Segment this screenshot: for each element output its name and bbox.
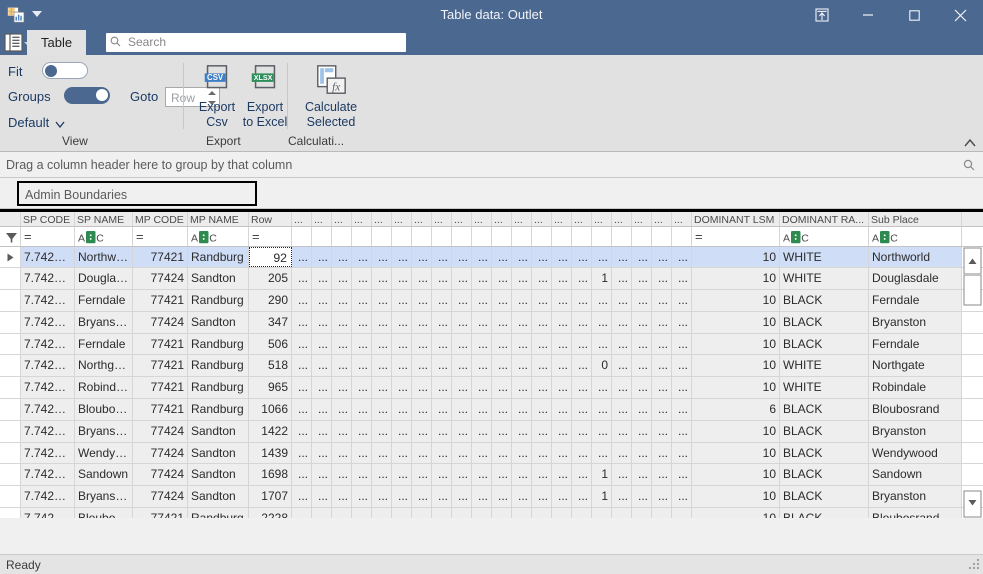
svg-text:C: C [96,232,104,244]
svg-text:XLSX: XLSX [254,74,273,82]
svg-text:A: A [78,232,85,244]
svg-text:C: C [801,232,809,244]
svg-text:CSV: CSV [207,73,224,82]
svg-text:A: A [872,232,879,244]
svg-text:A: A [783,232,790,244]
svg-text:C: C [890,232,898,244]
svg-text:A: A [191,232,198,244]
svg-text:C: C [209,232,217,244]
svg-text:fx: fx [332,81,340,93]
